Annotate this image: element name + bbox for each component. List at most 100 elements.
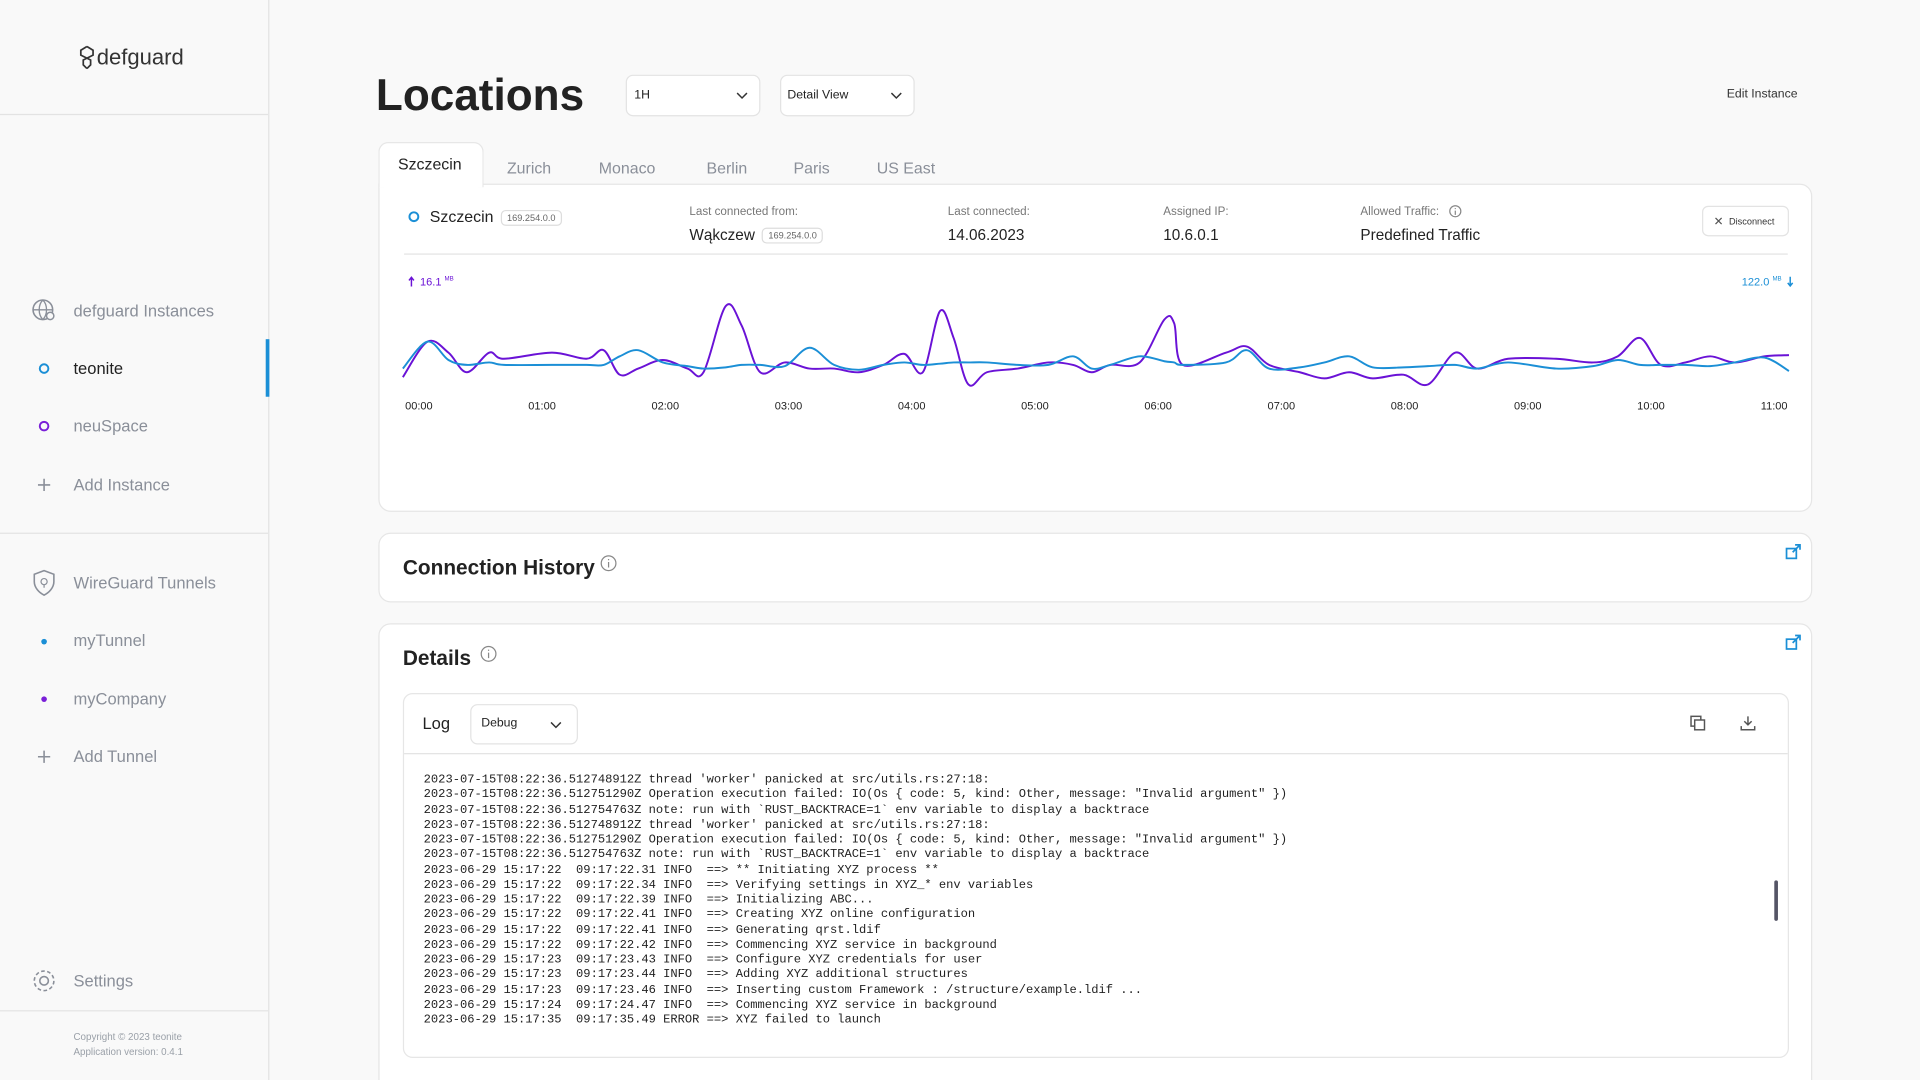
info-label: Last connected from: xyxy=(689,205,799,219)
range-select[interactable]: 1H xyxy=(625,74,761,117)
x-tick-label: 05:00 xyxy=(1021,400,1049,412)
ip-badge: 169.254.0.0 xyxy=(500,210,562,226)
status-icon xyxy=(408,211,420,223)
version: Application version: 0.4.1 xyxy=(73,1046,183,1058)
copyright: Copyright © 2023 teonite xyxy=(73,1031,182,1043)
upload-unit: MB xyxy=(444,275,454,283)
info-label: Assigned IP: xyxy=(1163,205,1229,219)
series-line xyxy=(402,303,1790,387)
section-title: Connection History xyxy=(402,555,595,580)
log-line: 2023-06-29 15:17:22 09:17:22.41 INFO ==>… xyxy=(423,922,881,937)
log-line: 2023-06-29 15:17:22 09:17:22.39 INFO ==>… xyxy=(423,892,874,907)
x-tick-label: 03:00 xyxy=(775,400,803,412)
tab-active[interactable]: Szczecin xyxy=(378,142,484,188)
plus-icon xyxy=(37,478,51,492)
button-label: Disconnect xyxy=(1728,215,1775,227)
log-line: 2023-06-29 15:17:22 09:17:22.34 INFO ==>… xyxy=(423,877,1034,892)
x-tick-label: 08:00 xyxy=(1391,400,1419,412)
copy-icon[interactable] xyxy=(1690,715,1706,731)
log-text: 2023-07-15T08:22:36.512748912Z thread 'w… xyxy=(424,773,1288,1028)
nav-item[interactable]: myTunnel xyxy=(73,631,146,650)
x-tick-label: 10:00 xyxy=(1637,400,1665,412)
location-card: Szczecin 169.254.0.0 Last connected from:… xyxy=(378,183,1813,512)
section-title: Details xyxy=(402,646,472,670)
logo-text: defguard xyxy=(96,44,184,70)
nav-item[interactable]: Add Tunnel xyxy=(73,747,158,766)
nav-item[interactable]: myCompany xyxy=(73,690,167,709)
expand-icon[interactable] xyxy=(1785,634,1801,650)
nav-item[interactable]: Add Instance xyxy=(73,475,170,495)
tab[interactable]: Zurich xyxy=(506,158,552,177)
log-line: 2023-07-15T08:22:36.512754763Z note: run… xyxy=(423,802,1150,817)
download-label: 122.0 MB xyxy=(1742,276,1782,288)
divider xyxy=(0,113,269,116)
chevron xyxy=(550,721,562,729)
nav-item[interactable]: teonite xyxy=(73,359,124,378)
log-line: 2023-06-29 15:17:24 09:17:24.47 INFO ==>… xyxy=(423,997,997,1012)
log-line: 2023-06-29 15:17:22 09:17:22.41 INFO ==>… xyxy=(423,907,976,922)
nav-item[interactable]: Settings xyxy=(73,971,134,990)
shield-icon xyxy=(33,569,55,596)
nav-item[interactable]: neuSpace xyxy=(73,416,148,436)
download-icon xyxy=(1787,276,1794,288)
x-tick-label: 01:00 xyxy=(528,400,556,412)
level-select[interactable]: Debug xyxy=(470,704,578,745)
view-select[interactable]: Detail View xyxy=(780,74,915,117)
log-label: Log xyxy=(422,714,451,733)
disconnect-button[interactable]: Disconnect xyxy=(1702,205,1789,237)
log-panel: Log Debug 2023-07-15T08:22:36.512748912Z… xyxy=(402,693,1789,1058)
tab[interactable]: Paris xyxy=(793,158,830,177)
info-label: Allowed Traffic: xyxy=(1360,205,1440,219)
info-icon xyxy=(600,555,617,572)
upload-icon xyxy=(408,276,415,287)
info-label: Last connected: xyxy=(947,205,1030,219)
divider xyxy=(0,532,269,534)
page-title: Locations xyxy=(375,69,585,120)
info-value: 14.06.2023 xyxy=(947,226,1025,244)
status-icon xyxy=(38,420,50,432)
details-card: Details Log Debug 2023-07-15T08:22:36.51… xyxy=(378,623,1813,1080)
ip-badge: 169.254.0.0 xyxy=(762,227,823,244)
plus-icon xyxy=(37,750,51,763)
location-name-text: Szczecin xyxy=(429,207,494,226)
log-line: 2023-06-29 15:17:22 09:17:22.42 INFO ==>… xyxy=(423,937,997,952)
chevron xyxy=(890,92,902,99)
log-line: 2023-06-29 15:17:35 09:17:35.49 ERROR ==… xyxy=(423,1012,881,1027)
series-line xyxy=(402,340,1790,372)
x-tick-label: 07:00 xyxy=(1268,400,1296,412)
tab[interactable]: US East xyxy=(876,158,936,177)
log-line: 2023-07-15T08:22:36.512751290Z Operation… xyxy=(423,832,1288,847)
status-dot xyxy=(41,638,47,645)
download-unit: MB xyxy=(1772,275,1782,283)
x-tick-label: 04:00 xyxy=(898,400,926,412)
nav-heading[interactable]: defguard Instances xyxy=(73,301,215,321)
scrollbar[interactable] xyxy=(1774,880,1778,921)
gear-icon xyxy=(33,970,55,992)
logo-icon xyxy=(79,45,94,70)
edit-instance[interactable]: Edit Instance xyxy=(1726,87,1798,102)
log-line: 2023-07-15T08:22:36.512754763Z note: run… xyxy=(423,847,1150,862)
connection-history-card: Connection History xyxy=(378,532,1813,603)
info-value-text: Wąkczew xyxy=(689,226,755,244)
log-line: 2023-06-29 15:17:23 09:17:23.44 INFO ==>… xyxy=(423,967,968,982)
download-log-icon[interactable] xyxy=(1740,715,1756,731)
info-icon xyxy=(480,645,497,662)
expand-icon[interactable] xyxy=(1785,544,1801,560)
status-dot xyxy=(41,696,47,702)
tab[interactable]: Monaco xyxy=(598,158,656,177)
download-value: 122.0 xyxy=(1741,275,1770,288)
select-value: Detail View xyxy=(787,88,849,103)
chevron xyxy=(736,92,748,99)
info-icon xyxy=(1449,205,1462,218)
nav-heading[interactable]: WireGuard Tunnels xyxy=(73,573,216,593)
divider xyxy=(0,1010,269,1012)
traffic-chart: 00:00 01:00 02:00 03:00 04:00 05:00 06:00 07:00… xyxy=(402,303,1790,412)
active-indicator xyxy=(265,339,270,397)
select-value: 1H xyxy=(634,88,650,103)
tab[interactable]: Berlin xyxy=(706,158,748,177)
sidebar: defguard defguard Instances teonite neuS… xyxy=(0,0,270,1080)
select-value: Debug xyxy=(481,716,518,731)
upload-value: 16.1 xyxy=(420,275,442,288)
divider xyxy=(404,753,1788,755)
